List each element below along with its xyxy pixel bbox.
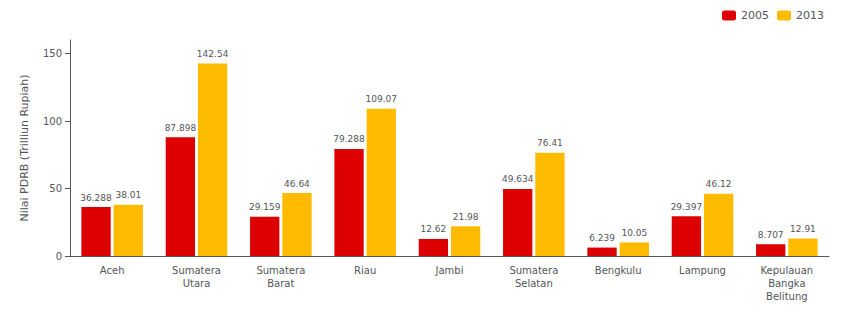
svg-text:12.62: 12.62 [420, 224, 446, 234]
svg-text:142.54: 142.54 [197, 49, 229, 59]
svg-text:87.898: 87.898 [165, 123, 197, 133]
svg-text:38.01: 38.01 [115, 190, 141, 200]
svg-text:109.07: 109.07 [366, 94, 398, 104]
svg-text:Sumatera: Sumatera [172, 265, 221, 276]
svg-text:76.41: 76.41 [537, 138, 563, 148]
svg-text:100: 100 [43, 116, 62, 127]
svg-text:21.98: 21.98 [453, 212, 479, 222]
svg-text:Belitung: Belitung [766, 291, 808, 302]
svg-text:Nilai PDRB (Trilliun Rupiah): Nilai PDRB (Trilliun Rupiah) [18, 74, 31, 221]
svg-text:12.91: 12.91 [790, 224, 816, 234]
svg-text:8.707: 8.707 [758, 230, 784, 240]
svg-text:49.634: 49.634 [502, 174, 534, 184]
svg-text:79.288: 79.288 [333, 134, 365, 144]
svg-text:46.64: 46.64 [284, 179, 310, 189]
svg-text:Selatan: Selatan [515, 278, 553, 289]
svg-text:Barat: Barat [267, 278, 294, 289]
svg-text:2005: 2005 [741, 9, 769, 22]
svg-text:Lampung: Lampung [679, 265, 726, 276]
svg-text:10.05: 10.05 [621, 228, 647, 238]
svg-text:150: 150 [43, 48, 62, 59]
svg-text:Utara: Utara [183, 278, 211, 289]
svg-text:Aceh: Aceh [100, 265, 125, 276]
svg-text:50: 50 [49, 183, 62, 194]
svg-text:Bangka: Bangka [768, 278, 805, 289]
svg-text:46.12: 46.12 [706, 179, 732, 189]
svg-text:Sumatera: Sumatera [509, 265, 558, 276]
svg-text:Kepulauan: Kepulauan [761, 265, 814, 276]
svg-text:6.239: 6.239 [589, 233, 615, 243]
svg-text:29.397: 29.397 [671, 202, 703, 212]
svg-text:36.288: 36.288 [80, 193, 112, 203]
svg-text:Sumatera: Sumatera [256, 265, 305, 276]
svg-text:Jambi: Jambi [435, 265, 464, 276]
svg-text:29.159: 29.159 [249, 202, 281, 212]
svg-text:Riau: Riau [354, 265, 376, 276]
svg-text:Bengkulu: Bengkulu [595, 265, 642, 276]
svg-text:0: 0 [56, 251, 62, 262]
svg-text:2013: 2013 [796, 9, 824, 22]
